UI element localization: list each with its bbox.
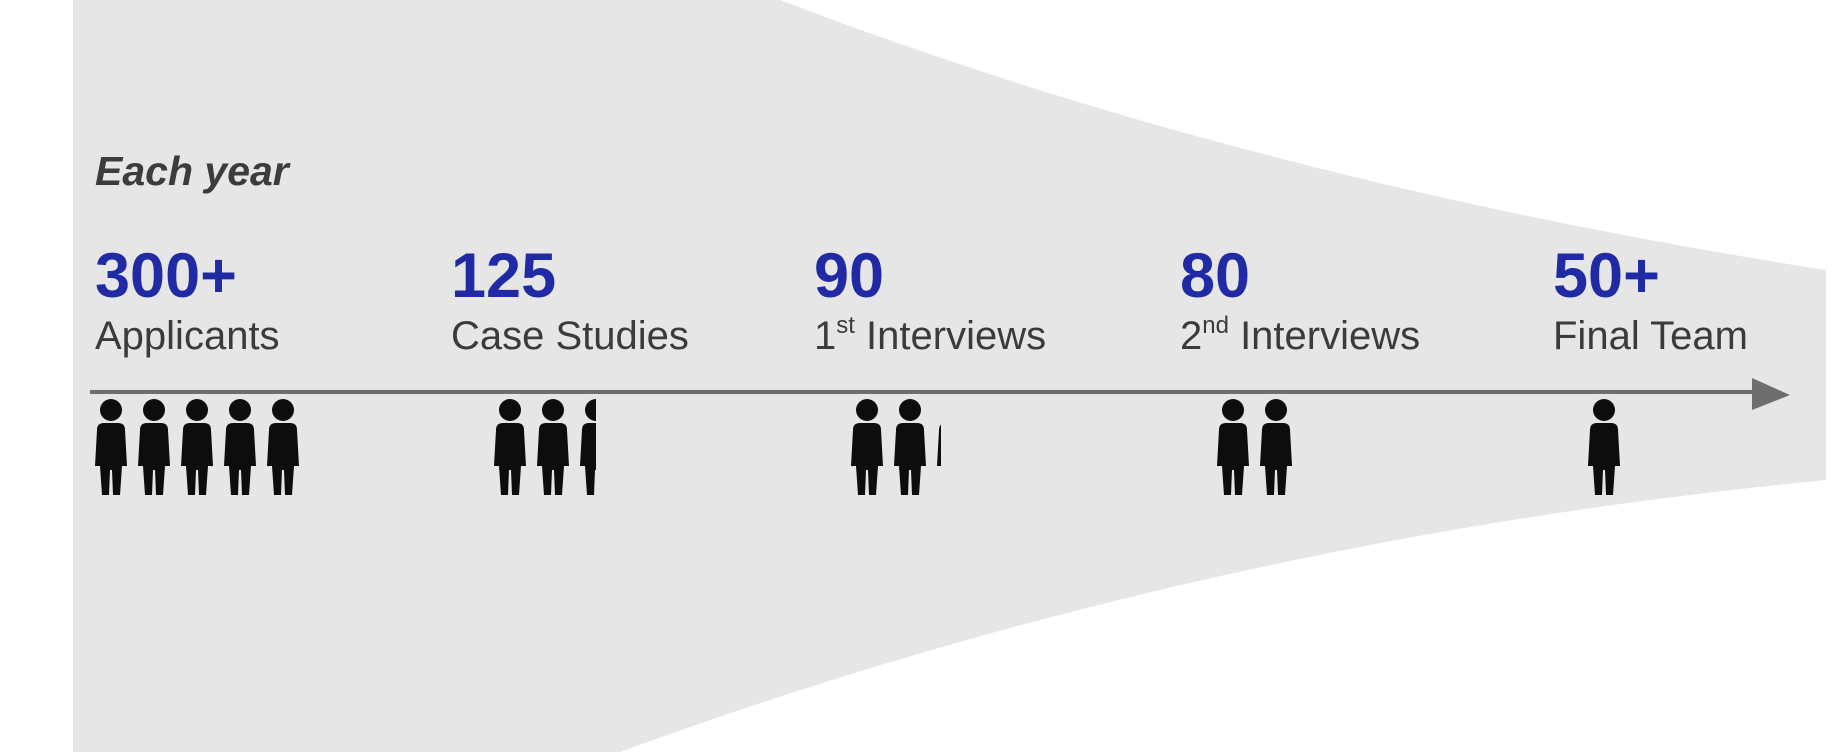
people-group-final-team: [1584, 398, 1627, 498]
person-icon: [91, 398, 131, 498]
timeline-arrow-head: [1752, 378, 1790, 410]
people-group-applicants: [91, 398, 306, 498]
funnel-shape: [73, 0, 1826, 752]
stage-final-team: 50+ Final Team: [1553, 240, 1748, 360]
caption-each-year: Each year: [95, 148, 289, 194]
people-group-first-interviews: [847, 398, 941, 498]
stage-label: Case Studies: [451, 314, 689, 358]
person-icon: [576, 398, 596, 498]
stage-label: Applicants: [95, 314, 280, 358]
person-icon: [1213, 398, 1253, 498]
people-group-second-interviews: [1213, 398, 1299, 498]
person-icon: [490, 398, 530, 498]
stage-value: 125: [451, 241, 557, 311]
stage-value: 300+: [95, 241, 237, 311]
stage-second-interviews: 80 2nd Interviews: [1180, 240, 1420, 360]
person-icon: [933, 398, 941, 498]
stage-value: 90: [814, 241, 885, 311]
ordinal-suffix: nd: [1202, 311, 1229, 339]
person-icon: [890, 398, 930, 498]
people-group-case-studies: [490, 398, 596, 498]
person-icon: [533, 398, 573, 498]
ordinal-suffix: st: [836, 311, 855, 339]
arrow-right-icon: [90, 378, 1790, 410]
stage-value: 80: [1180, 241, 1251, 311]
person-icon: [1584, 398, 1624, 498]
person-icon: [263, 398, 303, 498]
person-icon: [134, 398, 174, 498]
stage-label: 2nd Interviews: [1180, 311, 1421, 358]
stage-label: Final Team: [1553, 314, 1748, 358]
stage-label: 1st Interviews: [814, 311, 1047, 358]
stage-value: 50+: [1553, 241, 1660, 311]
person-icon: [1256, 398, 1296, 498]
person-icon: [220, 398, 260, 498]
person-icon: [847, 398, 887, 498]
stage-applicants: 300+ Applicants: [95, 240, 280, 360]
stage-case-studies: 125 Case Studies: [451, 240, 689, 360]
stage-first-interviews: 90 1st Interviews: [814, 240, 1046, 360]
person-icon: [177, 398, 217, 498]
